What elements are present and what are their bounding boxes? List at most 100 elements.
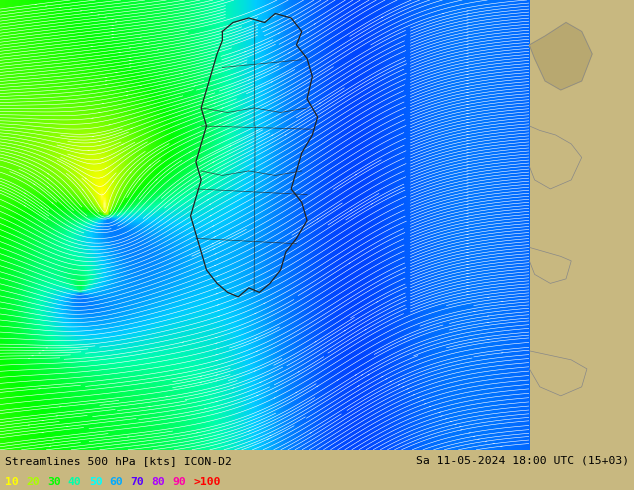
FancyArrowPatch shape [24, 199, 26, 200]
FancyArrowPatch shape [390, 381, 391, 382]
FancyArrowPatch shape [47, 178, 48, 179]
FancyArrowPatch shape [365, 329, 366, 330]
Text: 80: 80 [152, 477, 165, 487]
FancyArrowPatch shape [210, 97, 212, 98]
FancyArrowPatch shape [413, 394, 415, 395]
FancyArrowPatch shape [349, 263, 351, 264]
FancyArrowPatch shape [216, 270, 217, 271]
FancyArrowPatch shape [213, 248, 215, 249]
FancyArrowPatch shape [208, 193, 209, 194]
FancyArrowPatch shape [256, 130, 258, 131]
FancyArrowPatch shape [130, 172, 131, 173]
FancyArrowPatch shape [139, 178, 140, 180]
FancyArrowPatch shape [211, 209, 212, 210]
FancyArrowPatch shape [269, 435, 271, 436]
FancyArrowPatch shape [264, 303, 265, 304]
FancyArrowPatch shape [219, 123, 221, 124]
FancyArrowPatch shape [197, 167, 198, 168]
FancyArrowPatch shape [131, 128, 133, 129]
FancyArrowPatch shape [105, 168, 107, 169]
FancyArrowPatch shape [209, 122, 210, 123]
FancyArrowPatch shape [298, 371, 299, 372]
FancyArrowPatch shape [408, 392, 410, 393]
FancyArrowPatch shape [361, 374, 363, 375]
FancyArrowPatch shape [245, 51, 246, 52]
FancyArrowPatch shape [112, 181, 113, 182]
FancyArrowPatch shape [372, 203, 373, 204]
Text: 20: 20 [26, 477, 40, 487]
FancyArrowPatch shape [254, 116, 255, 117]
Text: 60: 60 [110, 477, 124, 487]
FancyArrowPatch shape [213, 162, 214, 163]
FancyArrowPatch shape [355, 174, 357, 175]
FancyArrowPatch shape [202, 93, 204, 94]
FancyArrowPatch shape [260, 382, 261, 383]
Text: 90: 90 [172, 477, 186, 487]
Text: 10: 10 [5, 477, 19, 487]
FancyArrowPatch shape [122, 144, 124, 145]
FancyArrowPatch shape [214, 231, 215, 232]
Text: Sa 11-05-2024 18:00 UTC (15+03): Sa 11-05-2024 18:00 UTC (15+03) [416, 456, 629, 466]
FancyArrowPatch shape [150, 165, 151, 166]
FancyArrowPatch shape [209, 204, 211, 205]
Text: Streamlines 500 hPa [kts] ICON-D2: Streamlines 500 hPa [kts] ICON-D2 [5, 456, 232, 466]
FancyArrowPatch shape [429, 406, 431, 407]
FancyArrowPatch shape [48, 173, 49, 174]
FancyArrowPatch shape [267, 439, 269, 440]
FancyArrowPatch shape [358, 386, 359, 387]
FancyArrowPatch shape [337, 379, 339, 380]
FancyArrowPatch shape [288, 52, 290, 53]
FancyArrowPatch shape [249, 79, 250, 80]
FancyArrowPatch shape [285, 134, 287, 135]
FancyArrowPatch shape [201, 176, 203, 177]
FancyArrowPatch shape [214, 265, 216, 266]
FancyArrowPatch shape [217, 281, 219, 282]
FancyArrowPatch shape [203, 184, 204, 185]
FancyArrowPatch shape [319, 103, 320, 104]
FancyArrowPatch shape [271, 135, 273, 136]
FancyArrowPatch shape [307, 32, 308, 33]
FancyArrowPatch shape [215, 253, 216, 254]
FancyArrowPatch shape [101, 158, 103, 159]
FancyArrowPatch shape [385, 378, 387, 379]
FancyArrowPatch shape [34, 184, 35, 185]
Text: >100: >100 [193, 477, 221, 487]
FancyArrowPatch shape [24, 205, 25, 206]
FancyArrowPatch shape [295, 392, 297, 393]
FancyArrowPatch shape [41, 207, 42, 208]
Text: 30: 30 [47, 477, 61, 487]
FancyArrowPatch shape [85, 178, 86, 179]
FancyArrowPatch shape [211, 220, 213, 221]
FancyArrowPatch shape [156, 179, 157, 180]
FancyArrowPatch shape [218, 316, 219, 317]
FancyArrowPatch shape [48, 187, 49, 188]
FancyArrowPatch shape [434, 409, 436, 410]
Polygon shape [529, 23, 592, 90]
FancyArrowPatch shape [257, 395, 258, 396]
FancyArrowPatch shape [215, 288, 217, 289]
FancyArrowPatch shape [205, 189, 207, 190]
FancyArrowPatch shape [207, 199, 209, 200]
FancyArrowPatch shape [316, 386, 318, 387]
FancyArrowPatch shape [355, 374, 356, 375]
FancyArrowPatch shape [382, 17, 383, 18]
FancyArrowPatch shape [275, 391, 277, 392]
FancyArrowPatch shape [274, 397, 275, 398]
FancyArrowPatch shape [256, 351, 257, 352]
FancyArrowPatch shape [212, 225, 214, 226]
FancyArrowPatch shape [255, 338, 257, 339]
FancyArrowPatch shape [210, 215, 211, 216]
FancyArrowPatch shape [254, 370, 256, 371]
Text: 50: 50 [89, 477, 103, 487]
FancyArrowPatch shape [191, 157, 193, 158]
FancyArrowPatch shape [25, 193, 26, 194]
FancyArrowPatch shape [190, 151, 191, 152]
FancyArrowPatch shape [424, 403, 426, 404]
Text: 40: 40 [68, 477, 82, 487]
FancyArrowPatch shape [351, 210, 352, 211]
FancyArrowPatch shape [230, 146, 231, 147]
FancyArrowPatch shape [216, 337, 217, 338]
FancyArrowPatch shape [52, 202, 53, 203]
FancyArrowPatch shape [217, 310, 219, 311]
FancyArrowPatch shape [255, 313, 256, 314]
